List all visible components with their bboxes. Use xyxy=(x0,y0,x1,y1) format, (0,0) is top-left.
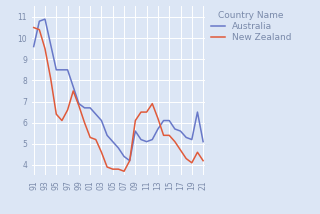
New Zealand xyxy=(162,134,165,137)
New Zealand xyxy=(32,26,36,29)
New Zealand xyxy=(88,136,92,139)
Australia xyxy=(66,68,69,71)
Line: Australia: Australia xyxy=(34,19,203,161)
Australia xyxy=(49,43,52,46)
Australia xyxy=(122,155,126,158)
Australia xyxy=(83,107,86,109)
New Zealand xyxy=(133,119,137,122)
New Zealand xyxy=(122,170,126,172)
Australia xyxy=(71,85,75,88)
New Zealand xyxy=(100,151,103,153)
New Zealand xyxy=(71,90,75,92)
Australia xyxy=(133,130,137,132)
New Zealand xyxy=(173,140,177,143)
Australia xyxy=(43,18,47,20)
New Zealand xyxy=(83,121,86,124)
Australia xyxy=(173,128,177,130)
New Zealand xyxy=(145,111,148,113)
New Zealand xyxy=(49,77,52,80)
Legend: Australia, New Zealand: Australia, New Zealand xyxy=(211,11,291,42)
Australia xyxy=(54,68,58,71)
Australia xyxy=(77,102,81,105)
New Zealand xyxy=(77,104,81,107)
Line: New Zealand: New Zealand xyxy=(34,28,203,171)
Australia xyxy=(184,136,188,139)
New Zealand xyxy=(60,119,64,122)
Australia xyxy=(37,20,41,22)
New Zealand xyxy=(167,134,171,137)
New Zealand xyxy=(94,138,98,141)
New Zealand xyxy=(196,151,199,153)
New Zealand xyxy=(184,157,188,160)
Australia xyxy=(167,119,171,122)
Australia xyxy=(88,107,92,109)
Australia xyxy=(94,113,98,116)
New Zealand xyxy=(116,168,120,170)
New Zealand xyxy=(111,168,115,170)
New Zealand xyxy=(150,102,154,105)
New Zealand xyxy=(66,109,69,111)
Australia xyxy=(156,128,160,130)
Australia xyxy=(128,159,132,162)
Australia xyxy=(162,119,165,122)
Australia xyxy=(32,45,36,48)
New Zealand xyxy=(156,117,160,120)
New Zealand xyxy=(179,149,182,152)
New Zealand xyxy=(105,166,109,168)
New Zealand xyxy=(54,113,58,116)
New Zealand xyxy=(139,111,143,113)
Australia xyxy=(190,138,194,141)
Australia xyxy=(179,130,182,132)
Australia xyxy=(150,138,154,141)
New Zealand xyxy=(201,159,205,162)
Australia xyxy=(139,138,143,141)
Australia xyxy=(105,134,109,137)
New Zealand xyxy=(37,28,41,31)
Australia xyxy=(60,68,64,71)
New Zealand xyxy=(190,162,194,164)
Australia xyxy=(196,111,199,113)
Australia xyxy=(145,140,148,143)
New Zealand xyxy=(43,48,47,50)
Australia xyxy=(100,119,103,122)
Australia xyxy=(116,147,120,149)
New Zealand xyxy=(128,159,132,162)
Australia xyxy=(201,140,205,143)
Australia xyxy=(111,140,115,143)
